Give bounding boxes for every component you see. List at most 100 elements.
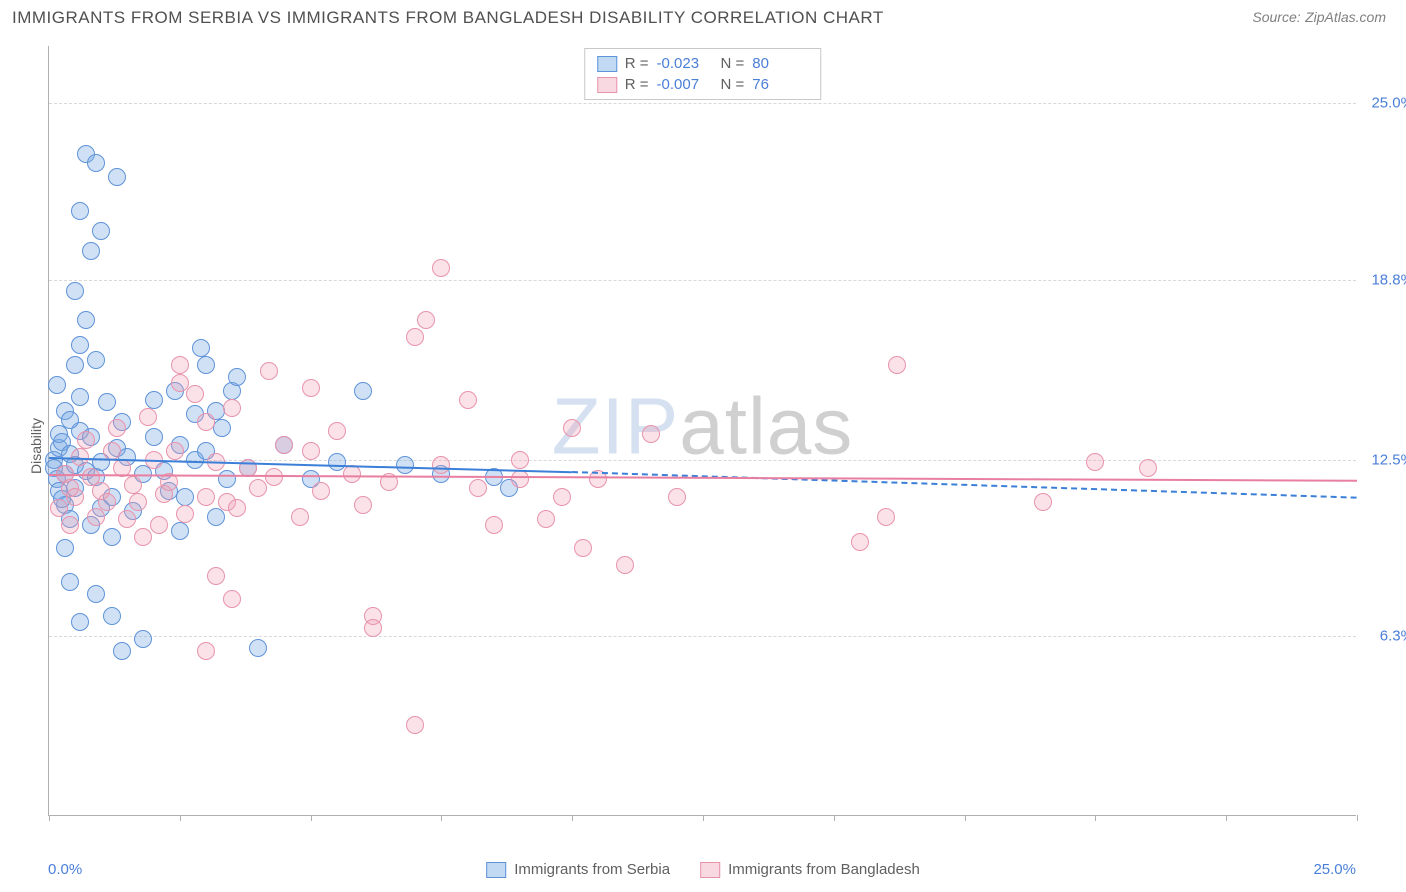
scatter-point [145,391,163,409]
grid-line [49,280,1356,281]
scatter-point [228,368,246,386]
scatter-point [406,328,424,346]
scatter-point [228,499,246,517]
scatter-point [77,431,95,449]
scatter-point [459,391,477,409]
scatter-point [218,470,236,488]
scatter-point [877,508,895,526]
scatter-point [71,448,89,466]
scatter-point [511,470,529,488]
legend-label-1: Immigrants from Serbia [514,861,670,878]
n-value-1: 80 [752,55,808,72]
y-tick-label: 6.3% [1362,628,1406,645]
scatter-point [223,590,241,608]
x-tick [703,815,704,821]
scatter-point [469,479,487,497]
scatter-point [171,374,189,392]
scatter-point [888,356,906,374]
r-label: R = [625,55,649,72]
scatter-point [145,428,163,446]
scatter-point [92,222,110,240]
x-tick [1095,815,1096,821]
x-tick [180,815,181,821]
scatter-point [511,451,529,469]
grid-line [49,103,1356,104]
scatter-point [166,442,184,460]
x-tick [965,815,966,821]
scatter-point [485,516,503,534]
legend-stats-row-2: R = -0.007 N = 76 [597,74,809,95]
swatch-pink-icon [700,862,720,878]
x-axis-min-label: 0.0% [48,861,82,878]
scatter-point [171,356,189,374]
n-value-2: 76 [752,76,808,93]
scatter-point [150,516,168,534]
n-label: N = [721,76,745,93]
scatter-point [87,585,105,603]
scatter-point [249,639,267,657]
source-name: ZipAtlas.com [1305,9,1386,25]
scatter-point [553,488,571,506]
scatter-point [192,339,210,357]
scatter-point [249,479,267,497]
scatter-point [66,488,84,506]
chart-area: ZIPatlas R = -0.023 N = 80 R = -0.007 N … [48,46,1356,816]
scatter-point [197,356,215,374]
scatter-point [432,259,450,277]
scatter-point [82,242,100,260]
scatter-point [87,154,105,172]
scatter-point [108,419,126,437]
watermark: ZIPatlas [552,380,853,472]
scatter-point [61,573,79,591]
y-tick-label: 12.5% [1362,451,1406,468]
swatch-pink-icon [597,77,617,93]
legend-label-2: Immigrants from Bangladesh [728,861,920,878]
scatter-point [118,510,136,528]
scatter-point [223,399,241,417]
swatch-blue-icon [597,56,617,72]
x-tick [572,815,573,821]
x-tick [441,815,442,821]
scatter-point [213,419,231,437]
r-value-1: -0.023 [657,55,713,72]
scatter-point [1034,493,1052,511]
y-axis-title: Disability [28,418,44,474]
scatter-point [197,642,215,660]
scatter-point [71,613,89,631]
legend-item-2: Immigrants from Bangladesh [700,861,920,878]
x-tick [1357,815,1358,821]
scatter-point [302,442,320,460]
y-tick-label: 18.8% [1362,271,1406,288]
scatter-point [113,642,131,660]
scatter-point [616,556,634,574]
scatter-point [328,453,346,471]
scatter-point [354,382,372,400]
y-tick-label: 25.0% [1362,95,1406,112]
scatter-point [61,516,79,534]
x-tick [1226,815,1227,821]
scatter-point [56,539,74,557]
trend-line [572,471,1357,499]
scatter-point [1086,453,1104,471]
scatter-point [71,202,89,220]
scatter-point [171,522,189,540]
scatter-point [129,493,147,511]
scatter-point [275,436,293,454]
x-tick [834,815,835,821]
scatter-point [851,533,869,551]
r-label: R = [625,76,649,93]
scatter-point [66,356,84,374]
scatter-point [71,388,89,406]
scatter-point [134,528,152,546]
scatter-point [197,488,215,506]
scatter-point [50,499,68,517]
scatter-point [103,442,121,460]
n-label: N = [721,55,745,72]
legend-stats: R = -0.023 N = 80 R = -0.007 N = 76 [584,48,822,100]
scatter-point [186,385,204,403]
scatter-point [396,456,414,474]
scatter-point [87,351,105,369]
watermark-atlas: atlas [679,381,853,470]
scatter-point [108,168,126,186]
scatter-point [103,528,121,546]
